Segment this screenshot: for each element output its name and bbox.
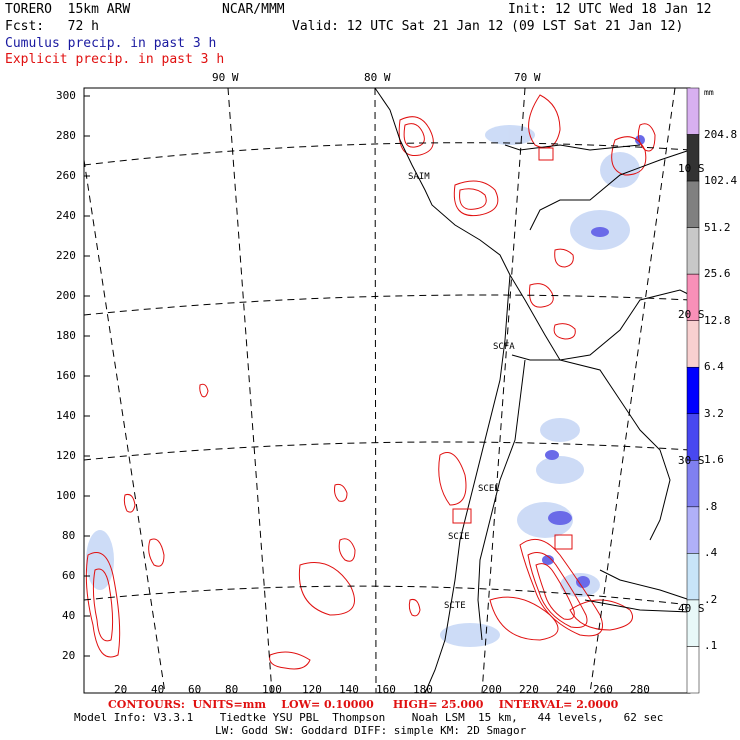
lat-label-10s: 10 S	[678, 162, 705, 175]
colorbar-swatch	[686, 87, 700, 135]
latlon-graticule	[83, 87, 691, 694]
y-tick: 100	[56, 489, 76, 502]
colorbar-swatch	[686, 553, 700, 601]
y-tick: 260	[56, 169, 76, 182]
colorbar-level-label: 25.6	[704, 267, 731, 281]
colorbar-level-label: .1	[704, 639, 718, 653]
colorbar-swatch	[686, 366, 700, 415]
colorbar-swatch	[686, 506, 700, 554]
station-label: SCFA	[493, 342, 515, 352]
lon-label-70w: 70 W	[514, 71, 541, 84]
station-label: SCIE	[448, 532, 470, 542]
colorbar-level-label: .4	[704, 546, 718, 560]
x-tick: 140	[339, 683, 359, 696]
x-tick: 280	[630, 683, 650, 696]
colorbar	[686, 87, 700, 694]
colorbar-level-label: 102.4	[704, 174, 738, 188]
model-info: Model Info: V3.3.1 Tiedtke YSU PBL Thomp…	[74, 711, 664, 724]
x-tick: 160	[376, 683, 396, 696]
y-tick: 80	[62, 529, 76, 542]
y-tick: 60	[62, 569, 76, 582]
cumulus-field-label: Cumulus precip. in past 3 h	[5, 36, 217, 51]
colorbar-level-label: 51.2	[704, 220, 731, 234]
y-tick: 220	[56, 249, 76, 262]
y-tick: 160	[56, 369, 76, 382]
colorbar-level-label: 6.4	[704, 360, 724, 374]
center-label: NCAR/MMM	[222, 2, 285, 17]
x-tick: 40	[151, 683, 165, 696]
y-tick: 240	[56, 209, 76, 222]
y-tick: 280	[56, 129, 76, 142]
x-tick: 120	[302, 683, 322, 696]
valid-time: Valid: 12 UTC Sat 21 Jan 12 (09 LST Sat …	[292, 19, 684, 34]
colorbar-level-label: .8	[704, 499, 718, 513]
x-tick: 60	[188, 683, 202, 696]
y-tick: 40	[62, 609, 76, 622]
colorbar-swatch	[686, 460, 700, 508]
lon-label-90w: 90 W	[212, 71, 239, 84]
lon-label-80w: 80 W	[364, 71, 391, 84]
x-tick: 180	[413, 683, 433, 696]
colorbar-level-label: .2	[704, 592, 718, 606]
station-label: SCEL	[478, 484, 500, 494]
model-title: TORERO 15km ARW	[5, 2, 131, 17]
station-label: SCTE	[444, 601, 466, 611]
contour-info: CONTOURS: UNITS=mm LOW= 0.10000 HIGH= 25…	[108, 698, 619, 711]
colorbar-unit: mm	[704, 88, 714, 97]
tick-marks	[84, 95, 90, 657]
y-tick: 180	[56, 329, 76, 342]
colorbar-level-label: 204.8	[704, 127, 738, 141]
y-tick: 200	[56, 289, 76, 302]
lat-label-20s: 20 S	[678, 308, 705, 321]
colorbar-swatch	[686, 646, 700, 694]
y-tick: 300	[56, 89, 76, 102]
x-tick: 220	[519, 683, 539, 696]
x-tick: 260	[593, 683, 613, 696]
coastline	[374, 87, 691, 694]
y-tick: 140	[56, 409, 76, 422]
y-tick: 20	[62, 649, 76, 662]
colorbar-swatch	[686, 180, 700, 228]
colorbar-level-label: 12.8	[704, 313, 731, 327]
station-boxes	[452, 147, 573, 550]
init-time: Init: 12 UTC Wed 18 Jan 12	[508, 2, 712, 17]
station-label: SAIM	[408, 172, 430, 182]
lat-label-40s: 40 S	[678, 602, 705, 615]
cumulus-precip-areas	[86, 125, 640, 647]
x-tick: 200	[482, 683, 502, 696]
x-tick: 240	[556, 683, 576, 696]
colorbar-swatch	[686, 320, 700, 368]
x-tick: 100	[262, 683, 282, 696]
colorbar-swatch	[686, 227, 700, 275]
colorbar-level-label: 3.2	[704, 406, 724, 420]
x-tick: 80	[225, 683, 239, 696]
lat-label-30s: 30 S	[678, 454, 705, 467]
colorbar-level-label: 1.6	[704, 453, 724, 467]
x-tick: 20	[114, 683, 128, 696]
physics-info: LW: Godd SW: Goddard DIFF: simple KM: 2D…	[215, 724, 527, 737]
y-tick: 120	[56, 449, 76, 462]
explicit-field-label: Explicit precip. in past 3 h	[5, 52, 225, 67]
forecast-hour: Fcst: 72 h	[5, 19, 99, 34]
cumulus-precip-cores	[542, 135, 645, 588]
